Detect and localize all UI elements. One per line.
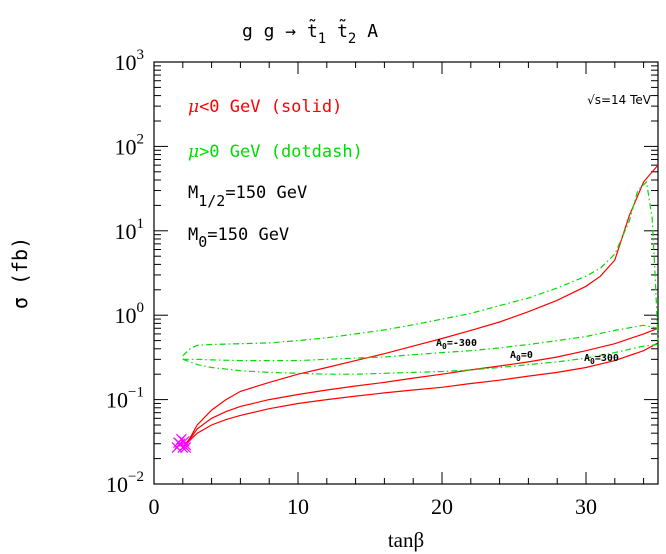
title-sub1: 1 [318,31,326,47]
series-line-5 [182,324,659,362]
x-tick-label: 30 [575,494,597,519]
chart-title: g g → t̃1 t̃2 A [242,19,378,47]
plot-frame [153,61,659,485]
title-base: g g → t̃ [242,19,318,42]
series-line-1 [182,164,659,448]
legend-m-half-sub: 1/2 [198,192,225,210]
legend-mu-pos-text: >0 GeV (dotdash) [199,142,363,162]
series-line-2 [182,327,659,448]
legend-mu-neg-text: <0 GeV (solid) [199,97,342,117]
legend-m-zero-sub: 0 [198,233,207,251]
x-tick-labels: 0 10 20 30 [149,494,598,519]
a0-300-sub: 0 [590,357,595,366]
series-group [182,164,659,449]
y-tick-label: 100 [115,300,145,328]
data-marker [180,439,192,451]
legend: μ<0 GeV (solid) μ>0 GeV (dotdash) M1/2=1… [188,97,363,251]
energy-annotation: √s=14 TeV [587,93,652,107]
legend-m-zero: M0=150 GeV [188,225,289,251]
legend-m-half-text: =150 GeV [225,183,307,203]
a0-minus300-suffix: =-300 [447,338,477,349]
y-tick-label: 10−1 [106,385,144,413]
a0-zero-sub: 0 [516,354,521,363]
axis-ticks [153,61,658,485]
y-tick-label: 10−2 [106,469,144,497]
a0-minus300-label: A0=-300 [436,338,477,351]
series-line-4 [182,180,659,357]
a0-minus300-prefix: A [436,338,442,349]
legend-m-zero-text: =150 GeV [207,225,289,245]
y-tick-labels: 10−2 10−1 100 101 102 103 [106,47,144,497]
a0-minus300-sub: 0 [442,342,447,351]
a0-300-label: A0=300 [584,353,619,366]
title-mid: t̃ [326,19,348,42]
series-line-3 [182,342,659,449]
x-tick-label: 10 [287,494,309,519]
legend-mu-neg: μ<0 GeV (solid) [188,97,342,117]
legend-m-half-base: M [188,183,198,203]
a0-zero-suffix: =0 [521,350,533,361]
legend-mu-neg-sym: μ [188,97,199,117]
y-tick-label: 102 [115,131,145,159]
y-tick-label: 101 [115,216,145,244]
legend-mu-pos: μ>0 GeV (dotdash) [188,142,363,162]
y-tick-label: 103 [115,47,145,75]
legend-mu-pos-sym: μ [188,142,199,162]
series-line-6 [182,343,659,375]
data-marker [180,442,192,454]
x-tick-label: 20 [431,494,453,519]
a0-zero-prefix: A [510,350,516,361]
legend-m-half: M1/2=150 GeV [188,183,307,210]
marker-group [171,433,192,454]
title-end: A [356,21,378,42]
x-tick-label: 0 [149,494,160,519]
a0-300-prefix: A [584,353,590,364]
y-axis-label: σ (fb) [8,237,32,309]
a0-zero-label: A0=0 [510,350,533,363]
data-marker [173,437,184,448]
legend-m-zero-base: M [188,225,198,245]
title-sub2: 2 [348,31,356,47]
a0-300-suffix: =300 [595,353,619,364]
x-axis-label: tanβ [388,528,424,552]
